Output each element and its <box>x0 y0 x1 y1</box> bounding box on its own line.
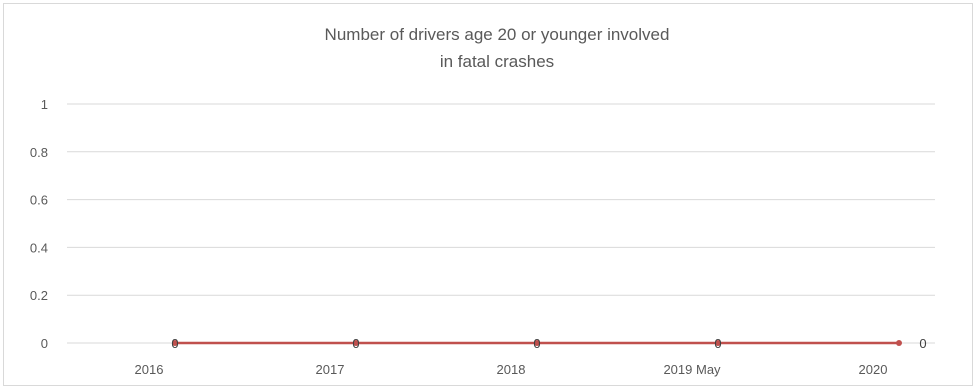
x-tick-label: 2020 <box>859 362 888 377</box>
y-tick-label: 0.2 <box>30 288 48 303</box>
y-tick-label: 0.8 <box>30 145 48 160</box>
x-tick-label: 2018 <box>497 362 526 377</box>
chart-title-line-1: Number of drivers age 20 or younger invo… <box>325 25 670 44</box>
chart-title-line-2: in fatal crashes <box>440 52 554 71</box>
y-tick-label: 0 <box>41 336 48 351</box>
data-label: 0 <box>919 336 926 351</box>
data-label: 0 <box>352 336 359 351</box>
y-tick-label: 1 <box>41 97 48 112</box>
y-axis-tick-labels: 0 0.2 0.4 0.6 0.8 1 <box>30 97 48 351</box>
x-tick-label: 2019 May <box>663 362 721 377</box>
gridlines <box>67 104 935 343</box>
data-point <box>896 340 902 346</box>
data-label: 0 <box>714 336 721 351</box>
data-label: 0 <box>533 336 540 351</box>
x-tick-label: 2016 <box>135 362 164 377</box>
data-label: 0 <box>171 336 178 351</box>
y-tick-label: 0.4 <box>30 240 48 255</box>
y-tick-label: 0.6 <box>30 193 48 208</box>
x-tick-label: 2017 <box>316 362 345 377</box>
x-axis-tick-labels: 2016 2017 2018 2019 May 2020 <box>135 362 888 377</box>
